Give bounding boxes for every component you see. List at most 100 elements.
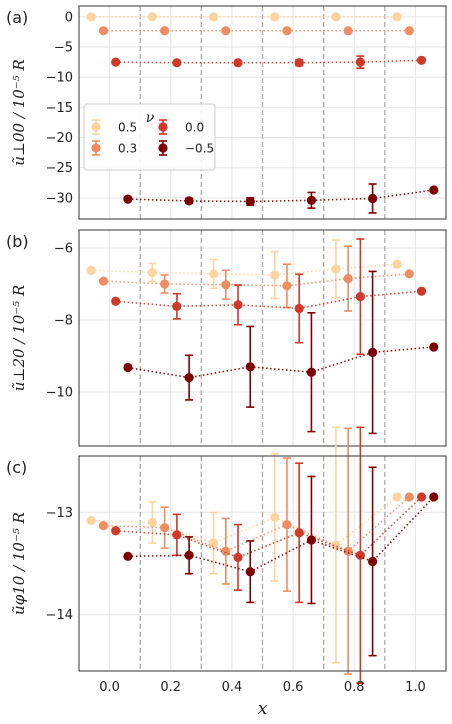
data-point bbox=[184, 373, 194, 383]
data-point bbox=[172, 530, 182, 540]
data-point bbox=[416, 286, 427, 296]
y-tick-label: −6 bbox=[54, 242, 73, 257]
x-tick-label: 0.0 bbox=[99, 680, 120, 695]
series-0.3 bbox=[98, 245, 414, 312]
data-point bbox=[392, 12, 402, 22]
series-line bbox=[103, 496, 410, 553]
data-point bbox=[355, 57, 365, 67]
data-point bbox=[282, 519, 292, 530]
data-point bbox=[282, 26, 292, 36]
data-point bbox=[245, 196, 255, 207]
data-point bbox=[294, 303, 304, 314]
series-line bbox=[115, 59, 422, 64]
data-point bbox=[355, 550, 365, 560]
data-point bbox=[270, 12, 280, 22]
legend-entry: 0.5 bbox=[118, 121, 137, 135]
data-point bbox=[404, 492, 414, 502]
data-point bbox=[208, 538, 219, 548]
y-tick-label: −10 bbox=[46, 71, 73, 86]
data-point bbox=[184, 196, 194, 206]
data-point bbox=[233, 552, 243, 562]
y-axis-label: ũ⊥20 / 10⁻⁵ R bbox=[10, 285, 28, 392]
data-point bbox=[331, 264, 341, 274]
data-point bbox=[368, 347, 378, 357]
data-point bbox=[86, 12, 96, 22]
data-point bbox=[147, 267, 157, 278]
plot-frame bbox=[78, 455, 447, 672]
data-point bbox=[416, 492, 427, 502]
data-point bbox=[160, 26, 170, 36]
series-0.3 bbox=[98, 26, 414, 36]
series-line bbox=[91, 496, 398, 546]
legend: ν 0.5 0.3 0.0 −0.5 bbox=[83, 103, 216, 171]
panel-label: (b) bbox=[6, 232, 29, 251]
data-point bbox=[98, 26, 109, 36]
legend-entry: 0.0 bbox=[185, 121, 204, 135]
series-line bbox=[127, 346, 434, 379]
data-point bbox=[147, 12, 157, 22]
y-tick-label: −14 bbox=[46, 608, 73, 623]
series-line bbox=[103, 273, 410, 287]
series-line bbox=[127, 496, 435, 573]
series-0.3 bbox=[98, 427, 414, 675]
panel-label: (a) bbox=[6, 8, 28, 27]
y-axis-label: ũ⊥00 / 10⁻⁵ R bbox=[10, 59, 28, 166]
series-0.0 bbox=[111, 55, 427, 69]
y-tick-label: −20 bbox=[46, 131, 73, 146]
series-−0.5 bbox=[123, 183, 439, 214]
data-point bbox=[86, 515, 96, 526]
data-point bbox=[404, 269, 414, 279]
data-point bbox=[172, 301, 182, 311]
data-point bbox=[233, 300, 243, 310]
plot-frame bbox=[78, 229, 447, 447]
legend-box bbox=[83, 103, 216, 171]
legend-marker bbox=[158, 122, 168, 132]
data-point bbox=[270, 512, 280, 523]
data-point bbox=[331, 12, 341, 22]
legend-marker bbox=[158, 143, 168, 153]
series-0.0 bbox=[111, 426, 427, 685]
data-point bbox=[111, 526, 121, 536]
x-tick-label: 0.8 bbox=[344, 680, 365, 695]
panel-3: −13 −14 (c) ũφ10 / 10⁻⁵ R 0.0 0.2 0.4 0.6 0.8 1.0… bbox=[6, 426, 447, 719]
data-point bbox=[184, 550, 194, 560]
data-point bbox=[111, 57, 121, 67]
data-point bbox=[208, 12, 219, 22]
legend-entry: 0.3 bbox=[118, 142, 137, 156]
y-tick-label: −30 bbox=[46, 191, 73, 206]
data-point bbox=[368, 193, 378, 204]
series-−0.5 bbox=[123, 466, 439, 657]
data-point bbox=[282, 281, 292, 291]
x-tick-label: 1.0 bbox=[405, 680, 426, 695]
series-0.5 bbox=[86, 239, 402, 300]
data-point bbox=[416, 55, 427, 65]
data-point bbox=[172, 58, 182, 68]
series-line bbox=[127, 189, 434, 203]
x-tick-label: 0.6 bbox=[283, 680, 304, 695]
data-point bbox=[98, 276, 109, 286]
data-point bbox=[123, 194, 133, 204]
data-point bbox=[123, 551, 133, 561]
panel-1: 0 −5 −10 −15 −20 −25 −30 (a) ũ⊥00 / 10⁻⁵ R ν 0.5 0.… bbox=[6, 5, 447, 220]
legend-entry: −0.5 bbox=[185, 142, 214, 156]
data-point bbox=[392, 492, 402, 502]
data-point bbox=[355, 292, 365, 302]
data-point bbox=[98, 521, 109, 531]
data-point bbox=[208, 269, 219, 279]
data-point bbox=[123, 362, 133, 373]
series-0.0 bbox=[111, 238, 427, 356]
y-tick-label: −13 bbox=[46, 506, 73, 521]
data-point bbox=[111, 296, 121, 306]
data-point bbox=[160, 523, 170, 533]
series-line bbox=[91, 263, 398, 276]
data-point bbox=[306, 195, 317, 205]
data-point bbox=[147, 517, 157, 528]
data-point bbox=[294, 528, 304, 538]
x-tick-label: 0.4 bbox=[222, 680, 243, 695]
legend-title: ν bbox=[146, 110, 155, 126]
x-tick-label: 0.2 bbox=[160, 680, 181, 695]
y-tick-label: −10 bbox=[46, 386, 73, 401]
data-point bbox=[86, 265, 96, 275]
data-point bbox=[245, 362, 255, 372]
data-point bbox=[343, 26, 353, 36]
